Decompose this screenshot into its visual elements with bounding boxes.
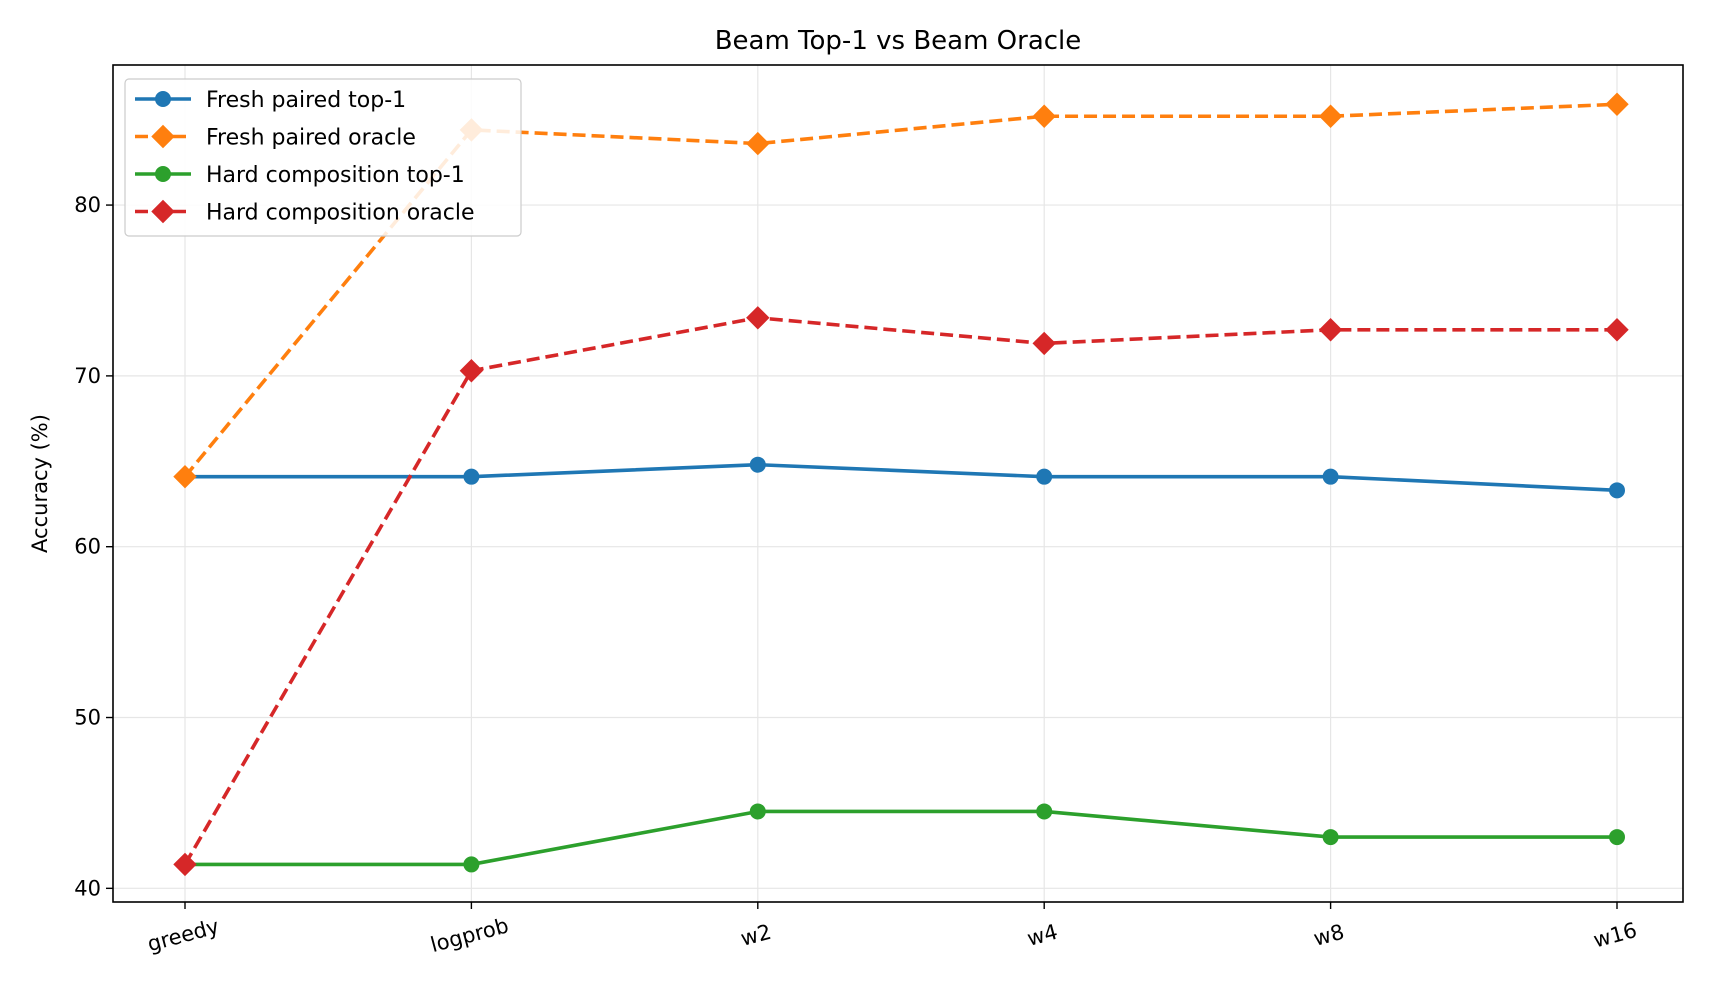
legend-marker	[155, 166, 171, 182]
legend: Fresh paired top-1 Fresh paired oracle Har…	[124, 78, 522, 237]
data-point	[1322, 468, 1339, 485]
series-line	[185, 462, 1618, 493]
grid-lines	[113, 65, 1683, 902]
y-axis-label: Accuracy (%)	[28, 414, 52, 553]
data-point	[459, 359, 484, 383]
data-point	[1605, 92, 1629, 116]
y-tick-label: 80	[74, 193, 101, 217]
y-tick-label: 40	[74, 876, 101, 900]
data-point	[749, 803, 766, 820]
data-point	[1605, 318, 1629, 342]
legend-box	[124, 78, 522, 237]
series-3	[173, 306, 1629, 877]
data-point	[1036, 803, 1053, 820]
data-point	[1609, 482, 1625, 499]
legend-item: Fresh paired oracle	[135, 124, 416, 151]
chart-title: Beam Top-1 vs Beam Oracle	[715, 26, 1082, 56]
data-point	[746, 131, 770, 156]
legend-label: Hard composition oracle	[206, 201, 475, 226]
legend-item: Hard composition oracle	[135, 199, 475, 226]
legend-label: Fresh paired top-1	[206, 88, 406, 113]
y-tick-label: 70	[74, 364, 101, 388]
data-point	[749, 456, 766, 473]
data-point	[463, 856, 480, 873]
data-point	[1318, 318, 1343, 342]
legend-item: Fresh paired top-1	[135, 88, 406, 113]
y-tick-label: 50	[74, 706, 101, 730]
plot-frame	[112, 64, 1684, 903]
legend-marker	[151, 124, 175, 149]
data-point	[173, 852, 197, 877]
legend-label: Fresh paired oracle	[206, 126, 416, 151]
series-line	[183, 316, 1617, 866]
legend-label: Hard composition top-1	[206, 163, 465, 188]
data-point	[173, 464, 197, 489]
data-point	[1609, 829, 1625, 846]
data-point	[1032, 104, 1056, 128]
legend-item: Hard composition top-1	[135, 163, 465, 188]
data-point	[1322, 829, 1339, 846]
data-point	[1036, 468, 1053, 485]
data-point	[746, 306, 770, 330]
legend-marker	[155, 91, 171, 107]
data-point	[1032, 331, 1056, 356]
legend-marker	[151, 199, 175, 224]
series-line	[185, 809, 1617, 867]
series-line	[183, 102, 1618, 478]
data-point	[1318, 104, 1343, 128]
y-tick-label: 60	[74, 535, 101, 559]
data-point	[463, 468, 480, 485]
